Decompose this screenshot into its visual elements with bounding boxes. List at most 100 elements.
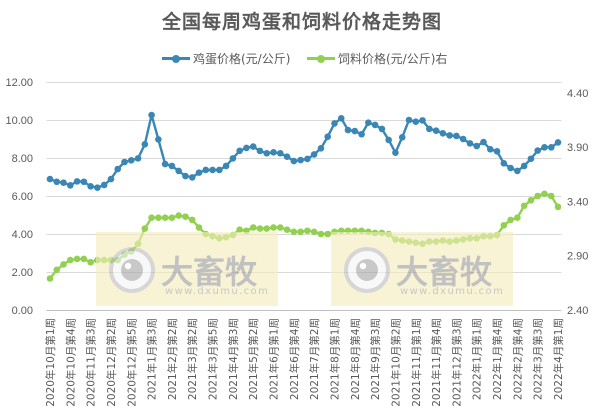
egg-price-data-point: [304, 155, 311, 163]
eye-circle-logo-icon: [109, 247, 155, 293]
right-y-axis: 2.40 2.90 3.40 3.90 4.40: [567, 88, 588, 317]
egg-price-data-point: [276, 149, 284, 157]
egg-price-data-point: [378, 125, 386, 133]
feed-price-data-point: [175, 212, 182, 219]
legend-item-feed-price: 饲料价格(元/公斤)右: [307, 50, 447, 66]
egg-price-data-point: [283, 153, 291, 160]
egg-price-data-point: [392, 149, 399, 156]
right-axis-tick-label: 2.90: [567, 251, 588, 263]
x-axis-tick-label: 2021年7月第2周: [308, 318, 321, 400]
right-axis-tick-label: 3.40: [567, 196, 588, 208]
egg-price-data-point: [398, 133, 406, 141]
egg-price-data-point: [290, 157, 298, 165]
feed-price-data-point: [514, 214, 521, 222]
feed-price-data-point: [161, 214, 169, 222]
x-axis: 2020年10月第1周 2020年10月第4周 2020年11月第3周 2020年12…: [44, 318, 565, 407]
feed-price-data-point: [270, 224, 277, 231]
egg-price-data-point: [229, 155, 237, 162]
egg-price-data-point: [459, 135, 467, 143]
egg-price-data-point: [297, 156, 304, 164]
feed-price-data-point: [310, 228, 318, 236]
watermark-url: www.dxumu.com: [400, 286, 504, 297]
feed-price-data-point: [324, 230, 332, 238]
feed-price-data-point: [527, 197, 535, 204]
x-axis-tick-label: 2020年12月第2周: [105, 318, 118, 407]
x-axis-tick-label: 2021年6月第1周: [268, 318, 281, 400]
feed-price-data-point: [73, 255, 81, 263]
x-axis-tick-label: 2021年4月第3周: [227, 318, 240, 400]
egg-price-data-point: [46, 175, 54, 183]
x-axis-tick-label: 2022年3月第3周: [532, 318, 545, 400]
x-axis-tick-label: 2022年4月第1周: [552, 318, 565, 400]
egg-price-data-point: [351, 127, 359, 135]
x-axis-tick-label: 2022年2月第4周: [511, 318, 524, 400]
feed-price-data-point: [188, 216, 196, 224]
egg-price-data-point: [514, 167, 521, 175]
egg-price-data-point: [534, 147, 541, 154]
feed-price-data-point: [236, 226, 243, 233]
x-axis-tick-label: 2021年9月第3周: [369, 318, 382, 400]
x-axis-tick-label: 2021年6月第4周: [288, 318, 301, 400]
egg-price-data-point: [202, 166, 210, 174]
egg-price-data-point: [507, 164, 514, 172]
egg-price-data-point: [141, 141, 149, 148]
egg-price-data-point: [100, 181, 108, 189]
feed-price-data-point: [87, 258, 94, 266]
egg-price-data-point: [331, 120, 338, 127]
feed-price-data-point: [155, 214, 162, 222]
feed-price-data-point: [507, 216, 514, 224]
x-axis-tick-label: 2021年10月第2周: [389, 318, 402, 407]
egg-price-data-point: [486, 145, 494, 153]
watermark-url: www.dxumu.com: [165, 286, 269, 297]
feed-price-data-point: [304, 227, 311, 235]
x-axis-tick-label: 2021年11月第1周: [410, 318, 423, 407]
egg-price-data-point: [60, 179, 67, 186]
egg-price-data-point: [337, 114, 345, 122]
egg-price-data-point: [155, 136, 162, 143]
egg-price-data-point: [73, 178, 81, 185]
x-axis-tick-label: 2021年5月第2周: [247, 318, 260, 400]
egg-price-data-point: [317, 145, 325, 152]
legend-dot-feed: [317, 54, 325, 63]
legend-line-marker-icon: [162, 50, 190, 66]
x-axis-tick-label: 2020年12月第5周: [125, 318, 138, 407]
egg-price-data-point: [161, 160, 169, 168]
egg-price-data-point: [121, 158, 128, 166]
egg-price-data-point: [53, 178, 61, 186]
egg-price-data-point: [168, 162, 176, 170]
legend-dot-egg: [172, 54, 180, 63]
feed-price-data-point: [290, 228, 298, 236]
left-axis-tick-label: 0.00: [12, 305, 33, 317]
legend-item-egg-price: 鸡蛋价格(元/公斤): [162, 50, 290, 66]
egg-price-data-point: [426, 125, 433, 133]
x-axis-tick-label: 2021年11月第4周: [430, 318, 443, 407]
feed-price-data-point: [554, 203, 562, 211]
watermark-brand: 大畜牧: [396, 253, 493, 291]
feed-price-data-point: [297, 228, 304, 236]
legend-label-egg: 鸡蛋价格(元/公斤): [193, 51, 291, 66]
egg-price-data-point: [182, 172, 189, 180]
x-axis-tick-label: 2022年1月第1周: [471, 318, 484, 400]
feed-price-data-point: [276, 224, 284, 231]
series-egg-price: [46, 111, 562, 191]
egg-price-data-point: [148, 111, 155, 119]
feed-price-data-point: [67, 256, 74, 264]
egg-price-data-point: [419, 117, 426, 124]
x-axis-tick-label: 2022年1月第4周: [491, 318, 504, 400]
egg-price-data-point: [114, 165, 122, 173]
egg-price-data-point: [473, 142, 481, 150]
feed-price-data-point: [256, 225, 264, 232]
egg-price-data-point: [256, 147, 264, 155]
egg-price-data-point: [236, 147, 243, 155]
feed-price-data-point: [195, 224, 203, 231]
egg-price-data-point: [134, 155, 142, 162]
egg-price-data-point: [107, 175, 115, 183]
x-axis-tick-label: 2021年3月第5周: [207, 318, 220, 400]
eye-circle-logo-icon: [344, 247, 390, 293]
egg-price-data-point: [222, 162, 230, 170]
egg-price-data-point: [554, 139, 562, 146]
egg-price-data-point: [344, 126, 352, 134]
right-axis-tick-label: 4.40: [567, 88, 588, 100]
